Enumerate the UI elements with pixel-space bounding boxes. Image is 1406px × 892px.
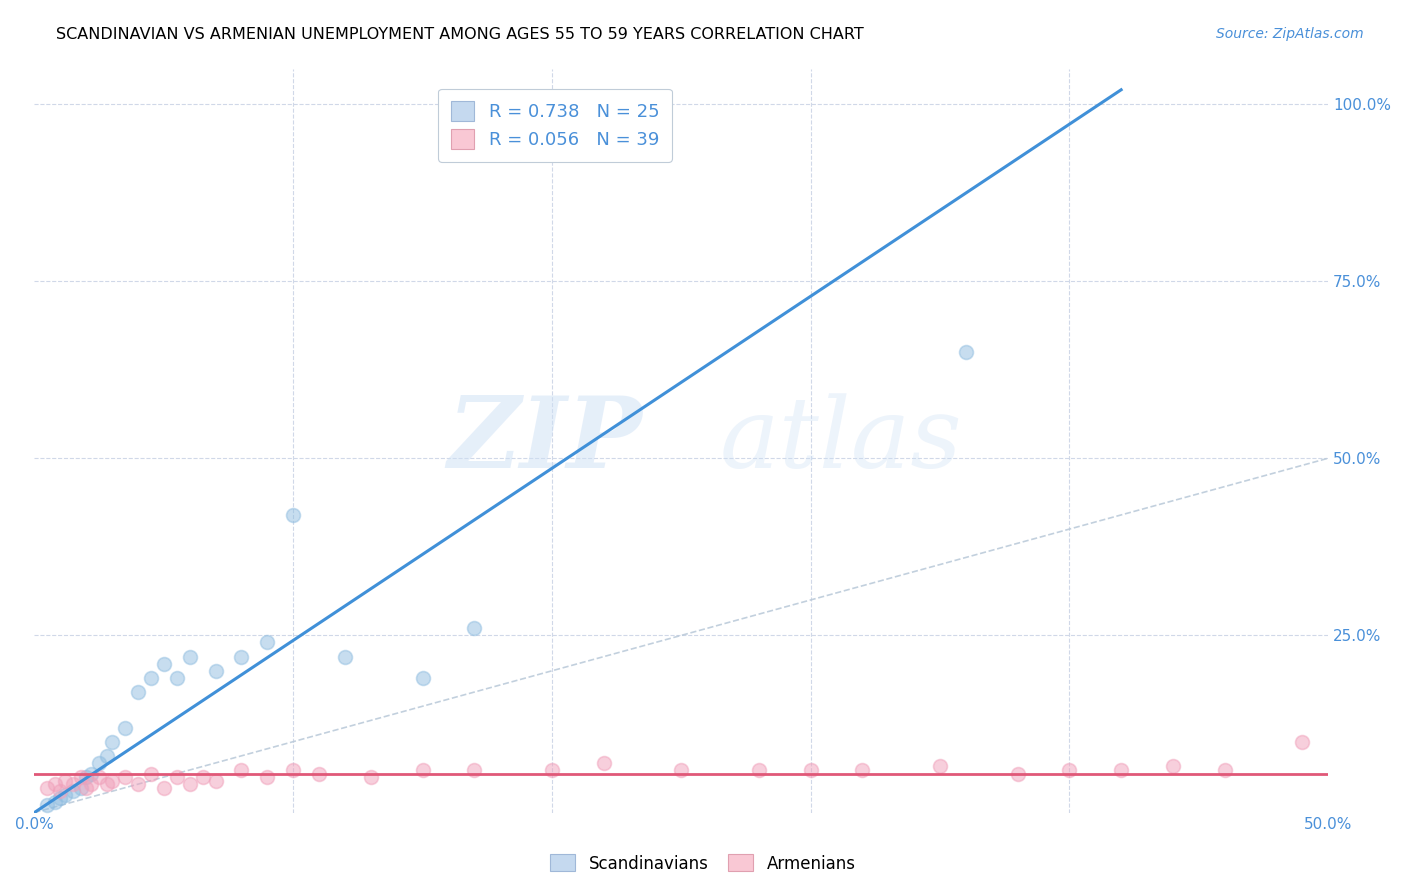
Point — [1291, 734, 1313, 748]
Point — [62, 784, 84, 798]
Point — [87, 756, 110, 770]
Point — [308, 766, 330, 780]
Point — [55, 773, 77, 788]
Text: Source: ZipAtlas.com: Source: ZipAtlas.com — [1216, 27, 1364, 41]
Point — [929, 759, 952, 773]
Point — [1213, 763, 1236, 777]
Point — [62, 777, 84, 791]
Point — [256, 635, 278, 649]
Legend: Scandinavians, Armenians: Scandinavians, Armenians — [544, 847, 862, 880]
Point — [463, 763, 485, 777]
Point — [55, 788, 77, 802]
Point — [1059, 763, 1081, 777]
Point — [70, 770, 93, 784]
Point — [152, 657, 174, 671]
Point — [114, 721, 136, 735]
Point — [96, 748, 118, 763]
Point — [191, 770, 214, 784]
Point — [101, 734, 124, 748]
Point — [80, 777, 103, 791]
Text: ZIP: ZIP — [447, 392, 643, 489]
Point — [463, 621, 485, 635]
Legend: R = 0.738   N = 25, R = 0.056   N = 39: R = 0.738 N = 25, R = 0.056 N = 39 — [439, 88, 672, 161]
Point — [70, 780, 93, 795]
Point — [592, 756, 614, 770]
Point — [44, 777, 66, 791]
Point — [671, 763, 693, 777]
Point — [541, 763, 564, 777]
Point — [96, 777, 118, 791]
Point — [333, 649, 356, 664]
Point — [256, 770, 278, 784]
Point — [955, 345, 977, 359]
Point — [412, 763, 434, 777]
Point — [179, 777, 201, 791]
Point — [166, 770, 188, 784]
Text: atlas: atlas — [720, 392, 963, 488]
Point — [851, 763, 873, 777]
Point — [49, 791, 72, 805]
Point — [800, 763, 823, 777]
Point — [37, 798, 59, 813]
Point — [37, 780, 59, 795]
Point — [204, 664, 226, 678]
Point — [1109, 763, 1132, 777]
Point — [152, 780, 174, 795]
Point — [127, 777, 149, 791]
Point — [75, 770, 97, 784]
Point — [44, 795, 66, 809]
Point — [231, 649, 253, 664]
Point — [139, 671, 162, 685]
Point — [231, 763, 253, 777]
Point — [101, 773, 124, 788]
Point — [166, 671, 188, 685]
Point — [204, 773, 226, 788]
Point — [139, 766, 162, 780]
Text: SCANDINAVIAN VS ARMENIAN UNEMPLOYMENT AMONG AGES 55 TO 59 YEARS CORRELATION CHAR: SCANDINAVIAN VS ARMENIAN UNEMPLOYMENT AM… — [56, 27, 865, 42]
Point — [281, 763, 304, 777]
Point — [75, 780, 97, 795]
Point — [1007, 766, 1029, 780]
Point — [179, 649, 201, 664]
Point — [281, 508, 304, 522]
Point — [748, 763, 770, 777]
Point — [49, 784, 72, 798]
Point — [127, 685, 149, 699]
Point — [114, 770, 136, 784]
Point — [360, 770, 382, 784]
Point — [87, 770, 110, 784]
Point — [412, 671, 434, 685]
Point — [80, 766, 103, 780]
Point — [1161, 759, 1184, 773]
